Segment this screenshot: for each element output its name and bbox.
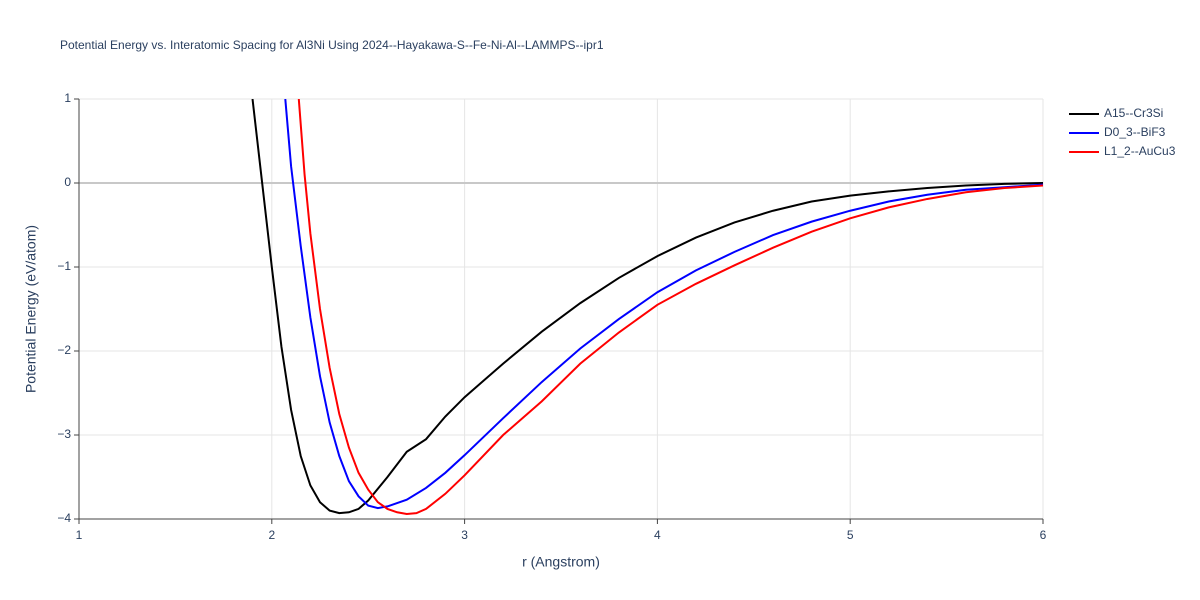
series-line bbox=[284, 99, 1043, 510]
legend[interactable]: A15--Cr3Si D0_3--BiF3 L1_2--AuCu3 bbox=[1069, 106, 1176, 158]
x-tick-label: 4 bbox=[654, 528, 661, 542]
x-tick-label: 2 bbox=[268, 528, 275, 542]
x-tick-label: 6 bbox=[1040, 528, 1047, 542]
x-tick-label: 3 bbox=[461, 528, 468, 542]
y-tick-label: 1 bbox=[64, 91, 71, 105]
legend-item[interactable]: L1_2--AuCu3 bbox=[1069, 144, 1176, 158]
series-line bbox=[251, 99, 1043, 515]
legend-item[interactable]: A15--Cr3Si bbox=[1069, 106, 1163, 120]
grid: 1 2 3 4 5 6 −4 −3 −2 −1 0 1 bbox=[57, 91, 1046, 542]
y-tick-label: 0 bbox=[64, 175, 71, 189]
legend-label[interactable]: A15--Cr3Si bbox=[1104, 106, 1163, 120]
x-tick-label: 5 bbox=[847, 528, 854, 542]
series-line bbox=[297, 99, 1043, 515]
legend-label[interactable]: L1_2--AuCu3 bbox=[1104, 144, 1176, 158]
y-axis-label: Potential Energy (eV/atom) bbox=[23, 225, 39, 393]
y-tick-label: −1 bbox=[57, 259, 71, 273]
plot-area bbox=[251, 99, 1043, 515]
x-axis-label: r (Angstrom) bbox=[522, 554, 600, 570]
chart-title: Potential Energy vs. Interatomic Spacing… bbox=[60, 38, 604, 52]
x-tick-label: 1 bbox=[76, 528, 83, 542]
y-tick-label: −4 bbox=[57, 511, 71, 525]
y-tick-label: −3 bbox=[57, 427, 71, 441]
legend-item[interactable]: D0_3--BiF3 bbox=[1069, 125, 1166, 139]
legend-label[interactable]: D0_3--BiF3 bbox=[1104, 125, 1166, 139]
y-tick-label: −2 bbox=[57, 343, 71, 357]
